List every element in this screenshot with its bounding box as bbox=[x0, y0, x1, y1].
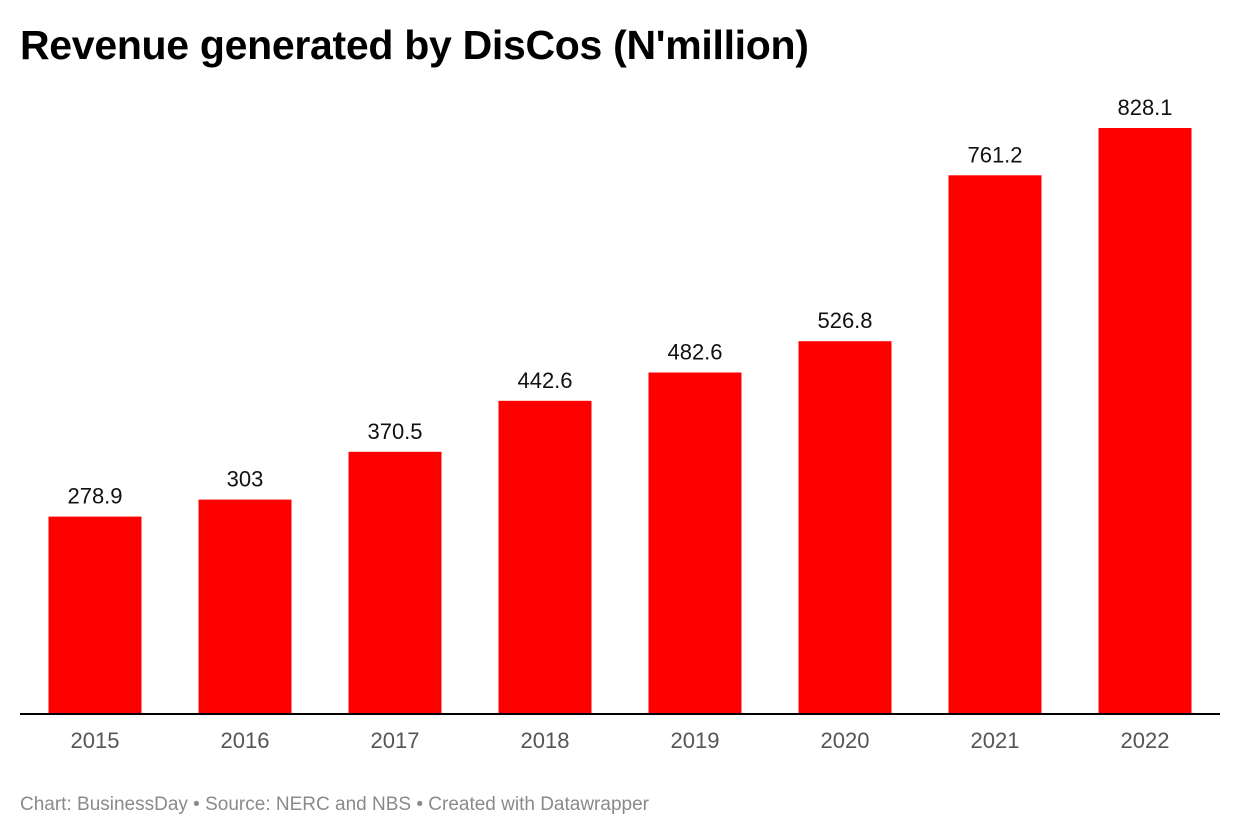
x-tick-label-2015: 2015 bbox=[71, 728, 120, 753]
value-label-2016: 303 bbox=[227, 467, 264, 492]
x-tick-label-2016: 2016 bbox=[221, 728, 270, 753]
value-label-2017: 370.5 bbox=[367, 419, 422, 444]
footer-separator-2: • bbox=[411, 794, 429, 815]
footer-created-with: Created with Datawrapper bbox=[428, 794, 649, 815]
x-tick-label-2017: 2017 bbox=[371, 728, 420, 753]
footer-chart-credit: Chart: BusinessDay bbox=[20, 794, 188, 815]
bar-2022 bbox=[1098, 128, 1192, 714]
bar-2018 bbox=[498, 400, 592, 714]
bar-2021 bbox=[948, 175, 1042, 715]
value-label-2018: 442.6 bbox=[517, 368, 572, 393]
bar-2020 bbox=[798, 341, 892, 714]
x-tick-label-2020: 2020 bbox=[821, 728, 870, 753]
x-tick-label-2019: 2019 bbox=[671, 728, 720, 753]
footer-separator-1: • bbox=[187, 794, 206, 815]
value-label-2019: 482.6 bbox=[667, 340, 722, 365]
value-label-2021: 761.2 bbox=[967, 142, 1022, 167]
x-tick-labels-group: 2015 2016 2017 2018 2019 2020 2021 2022 bbox=[71, 728, 1170, 753]
bar-2015 bbox=[48, 516, 142, 714]
chart-title: Revenue generated by DisCos (N'million) bbox=[20, 22, 809, 68]
bar-2016 bbox=[198, 499, 292, 714]
value-label-2015: 278.9 bbox=[67, 484, 122, 509]
x-tick-label-2021: 2021 bbox=[971, 728, 1020, 753]
x-tick-label-2022: 2022 bbox=[1121, 728, 1170, 753]
value-label-2022: 828.1 bbox=[1117, 95, 1172, 120]
bars-group bbox=[48, 128, 1192, 715]
bar-2017 bbox=[348, 451, 442, 714]
footer-source: Source: NERC and NBS bbox=[205, 794, 412, 815]
bar-2019 bbox=[648, 372, 742, 714]
chart-footer: Chart: BusinessDay • Source: NERC and NB… bbox=[20, 794, 649, 816]
value-labels-group: 278.9 303 370.5 442.6 482.6 526.8 761.2 828.1 bbox=[67, 95, 1172, 509]
value-label-2020: 526.8 bbox=[817, 308, 872, 333]
x-tick-label-2018: 2018 bbox=[521, 728, 570, 753]
